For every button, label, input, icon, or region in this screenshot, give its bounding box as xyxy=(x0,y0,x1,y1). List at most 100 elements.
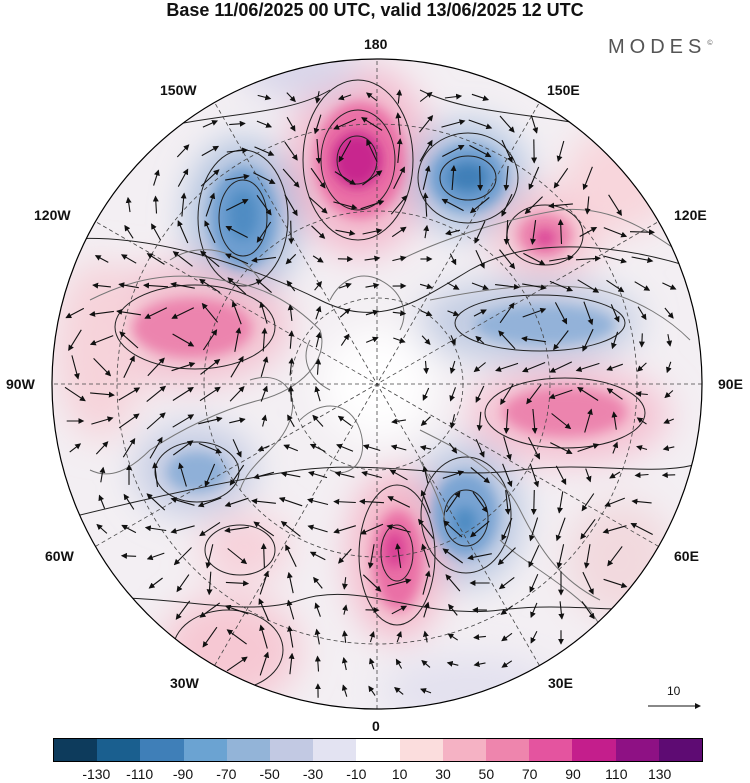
wind-vector xyxy=(314,602,321,617)
wind-vector xyxy=(146,253,165,265)
wind-vector xyxy=(225,253,249,265)
wind-vector xyxy=(118,387,141,401)
wind-vector xyxy=(386,524,411,533)
modes-logo: MODES© xyxy=(608,36,713,59)
wind-vector xyxy=(148,577,163,589)
wind-vector xyxy=(172,414,195,428)
wind-vector xyxy=(495,283,520,290)
wind-vector xyxy=(421,659,431,668)
wind-vector xyxy=(288,652,295,675)
wind-vector xyxy=(420,416,431,426)
wind-vector xyxy=(95,441,109,455)
wind-vector xyxy=(314,628,321,645)
wind-vector xyxy=(280,520,301,537)
wind-vector xyxy=(333,498,356,505)
wind-vector xyxy=(175,600,191,620)
wind-vector xyxy=(257,94,272,101)
graticule xyxy=(52,59,702,709)
wind-vector xyxy=(422,465,429,484)
wind-vector xyxy=(498,330,516,350)
wind-vector xyxy=(149,436,163,459)
wind-vector xyxy=(629,229,655,236)
wind-vector xyxy=(558,601,565,620)
colorbar-segment xyxy=(442,739,487,761)
wind-vector xyxy=(584,408,593,433)
wind-vector xyxy=(422,387,430,401)
wind-vector xyxy=(445,574,461,592)
wind-vector xyxy=(577,386,599,401)
wind-vector xyxy=(338,548,352,564)
wind-vector xyxy=(286,116,296,132)
wind-vector xyxy=(583,301,594,326)
wind-vector xyxy=(609,471,621,479)
wind-vector xyxy=(178,462,187,487)
wind-vector xyxy=(334,171,356,185)
wind-vector xyxy=(528,545,540,568)
wind-vector xyxy=(524,196,543,215)
wind-vector xyxy=(360,523,384,535)
wind-vector xyxy=(199,386,221,402)
lon-label-60e: 60E xyxy=(674,548,699,564)
wind-vector xyxy=(93,358,112,377)
wind-vector xyxy=(261,414,268,427)
wind-vector xyxy=(229,120,246,127)
wind-vector xyxy=(309,443,326,453)
wind-vector xyxy=(226,199,249,211)
wind-vector xyxy=(662,445,675,452)
wind-vector xyxy=(361,117,383,131)
wind-vector xyxy=(503,436,512,461)
wind-vector xyxy=(314,91,321,104)
wind-vector xyxy=(497,547,516,566)
wind-vector xyxy=(260,356,269,377)
wind-vector xyxy=(637,306,647,321)
wind-vector xyxy=(392,310,407,317)
colorbar-tick-label: -50 xyxy=(259,766,280,782)
wind-vector xyxy=(442,470,465,479)
wind-vector xyxy=(530,489,537,515)
wind-vector xyxy=(91,416,114,425)
wind-vector xyxy=(448,442,458,454)
wind-vector xyxy=(530,602,538,619)
wind-vector xyxy=(206,571,213,596)
wind-vector xyxy=(260,543,267,569)
wind-vector xyxy=(256,221,272,243)
wind-vector xyxy=(549,254,574,262)
wind-vector xyxy=(582,166,593,191)
wind-vector xyxy=(469,144,492,158)
wind-vector xyxy=(606,279,625,293)
wind-vector xyxy=(338,140,352,163)
colorbar-tick-label: -10 xyxy=(346,766,367,782)
lon-label-120w: 120W xyxy=(34,207,71,223)
wind-vector xyxy=(634,281,651,291)
wind-vector xyxy=(553,167,569,189)
wind-vector xyxy=(198,442,223,454)
wind-vector xyxy=(606,388,623,400)
wind-vector xyxy=(473,661,486,668)
wind-vector xyxy=(549,361,573,373)
wind-vector xyxy=(503,219,510,245)
wind-vector xyxy=(171,307,195,319)
wind-vector xyxy=(392,255,407,262)
wind-vector xyxy=(420,688,432,694)
wind-vector xyxy=(395,112,402,135)
wind-vector xyxy=(258,598,270,622)
wind-vector xyxy=(259,624,268,649)
wind-vector xyxy=(144,307,168,319)
wind-vector xyxy=(202,329,218,351)
lon-label-30w: 30W xyxy=(170,675,199,691)
lon-label-0: 0 xyxy=(372,718,380,734)
wind-vector xyxy=(308,470,328,479)
wind-vector xyxy=(470,520,490,538)
wind-vector xyxy=(364,255,381,262)
wind-vector xyxy=(474,220,486,244)
colorbar-segment xyxy=(226,739,271,761)
wind-vector xyxy=(530,630,538,644)
wind-vector xyxy=(636,445,648,451)
colorbar-tick-label: -110 xyxy=(126,766,154,782)
wind-vector xyxy=(65,307,85,319)
wind-vector xyxy=(420,489,431,514)
wind-vector xyxy=(98,494,106,509)
wind-vector xyxy=(259,301,268,324)
wind-vector xyxy=(198,416,223,425)
wind-vector xyxy=(449,360,456,374)
